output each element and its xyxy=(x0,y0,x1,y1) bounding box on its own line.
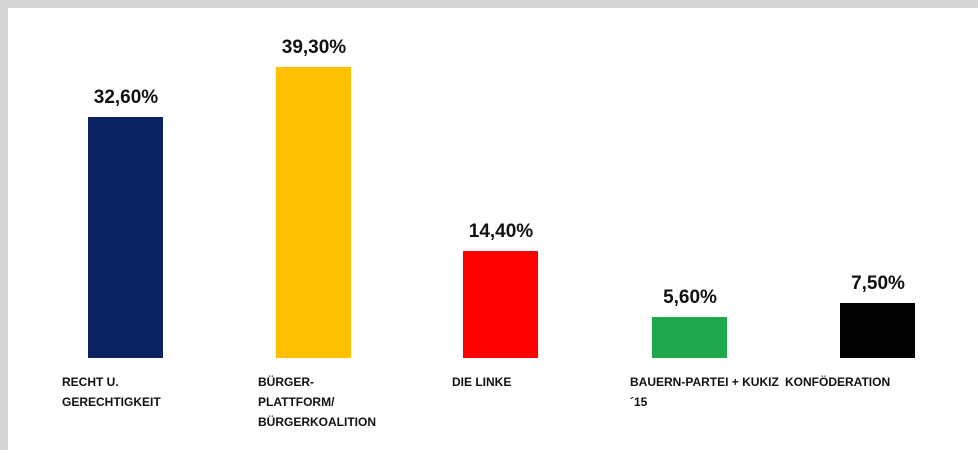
value-label: 39,30% xyxy=(281,37,347,59)
value-label: 32,60% xyxy=(93,86,159,108)
category-label: BÜRGER-PLATTFORM/ BÜRGERKOALITION xyxy=(258,375,376,429)
bar xyxy=(463,251,538,358)
bar xyxy=(88,116,163,358)
bar xyxy=(840,302,915,358)
category-label: RECHT U. GERECHTIGKEIT xyxy=(62,375,161,409)
category-label: DIE LINKE xyxy=(452,375,512,389)
value-label: 7,50% xyxy=(851,272,905,294)
category-label: BAUERN-PARTEI + KUKIZ´15 xyxy=(630,375,779,409)
chart: 32,60% RECHT U. GERECHTIGKEIT 39,30% BÜRGER… xyxy=(8,8,978,450)
value-label: 5,60% xyxy=(663,286,717,308)
value-label: 14,40% xyxy=(468,221,534,243)
bar xyxy=(652,316,727,358)
bar xyxy=(276,67,351,358)
category-label: KONFÖDERATION xyxy=(785,375,891,389)
